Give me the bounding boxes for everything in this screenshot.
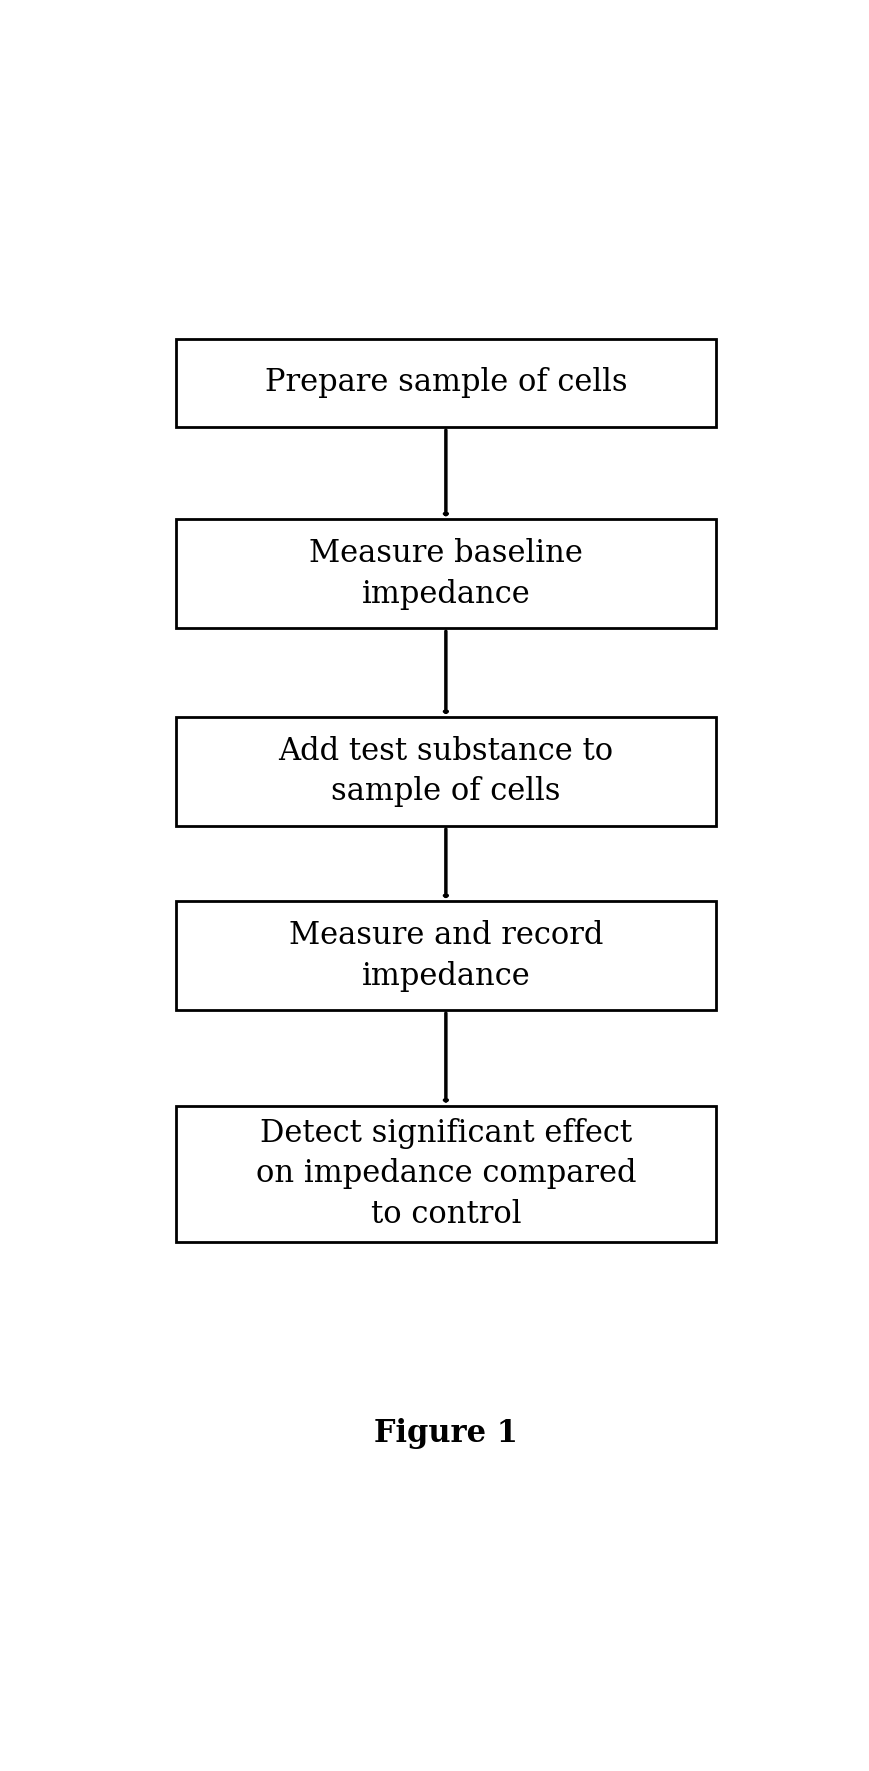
Text: Figure 1: Figure 1 [374,1417,517,1449]
Bar [176,338,715,427]
Bar [176,901,715,1009]
Bar [176,519,715,629]
Text: Measure baseline
impedance: Measure baseline impedance [308,538,582,609]
Bar [176,1105,715,1241]
Text: Add test substance to
sample of cells: Add test substance to sample of cells [278,735,613,808]
Text: Measure and record
impedance: Measure and record impedance [289,919,602,992]
Text: Prepare sample of cells: Prepare sample of cells [264,367,627,398]
Bar [176,717,715,827]
Text: Detect significant effect
on impedance compared
to control: Detect significant effect on impedance c… [255,1118,635,1231]
